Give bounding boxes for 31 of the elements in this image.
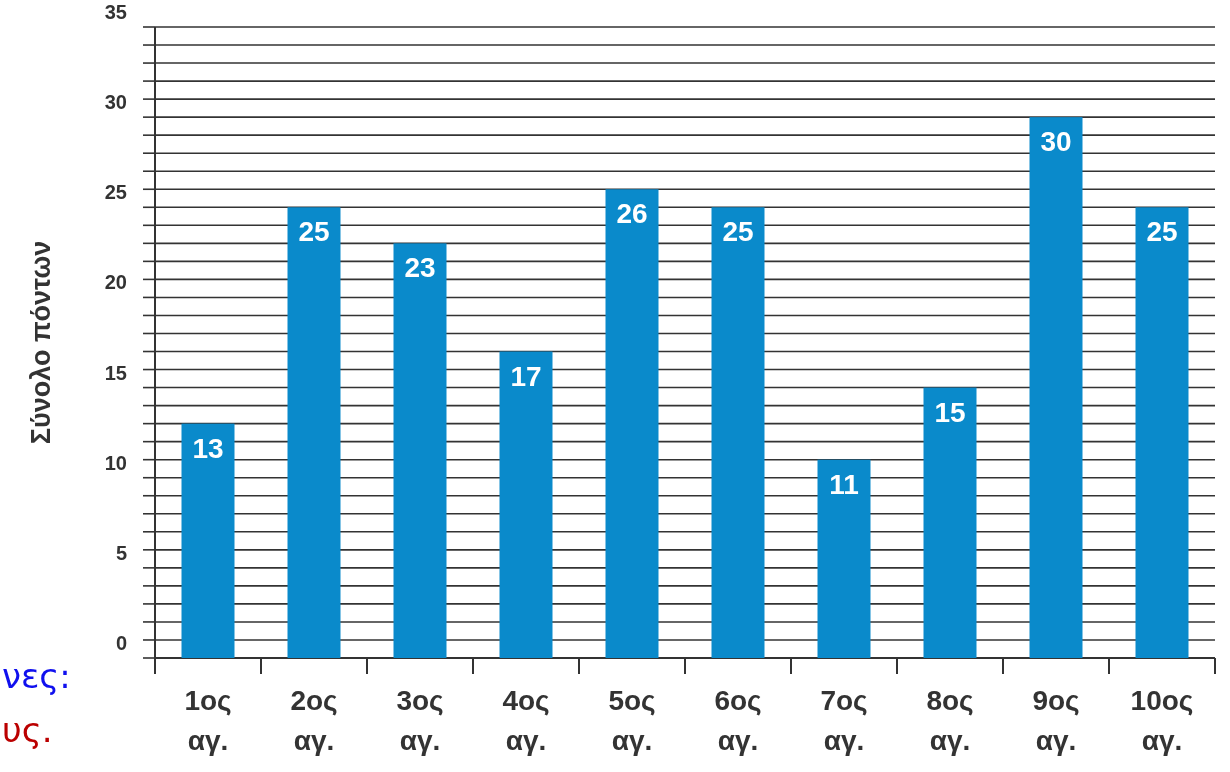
- x-tick-label: 6ος αγ.: [714, 685, 762, 756]
- x-tick-label: 4ος αγ.: [502, 685, 550, 756]
- y-tick-label: 20: [104, 271, 127, 294]
- data-label: 25: [1146, 216, 1178, 248]
- x-tick-label: 10ος αγ.: [1130, 685, 1194, 756]
- y-tick-label: 15: [104, 361, 127, 384]
- data-label: 30: [1040, 126, 1072, 158]
- y-tick-label: 30: [104, 91, 127, 114]
- data-label: 26: [616, 198, 648, 230]
- y-tick-label: 25: [104, 181, 127, 204]
- x-tick-label: 9ος αγ.: [1032, 685, 1080, 756]
- data-label: 11: [829, 468, 859, 500]
- y-axis-title: Σύνολο πόντων: [26, 240, 56, 445]
- y-tick-label: 5: [115, 541, 127, 564]
- text: υς.: [2, 710, 53, 750]
- x-tick-label: 7ος αγ.: [820, 685, 868, 756]
- y-tick-label: 10: [104, 451, 127, 474]
- text: νες:: [2, 656, 71, 696]
- data-label: 25: [298, 216, 330, 248]
- data-label: 13: [192, 432, 224, 464]
- data-label: 23: [404, 252, 436, 284]
- data-label: 25: [722, 216, 754, 248]
- data-label: 17: [510, 360, 542, 392]
- x-tick-label: 1ος αγ.: [184, 685, 232, 756]
- x-tick-label: 2ος αγ.: [290, 685, 338, 756]
- data-label: 15: [934, 396, 966, 428]
- x-tick-label: 5ος αγ.: [608, 685, 656, 756]
- x-tick-label: 8ος αγ.: [926, 685, 974, 756]
- y-tick-label: 35: [104, 1, 127, 23]
- y-tick-label: 0: [115, 632, 127, 654]
- x-tick-label: 3ος αγ.: [396, 685, 444, 756]
